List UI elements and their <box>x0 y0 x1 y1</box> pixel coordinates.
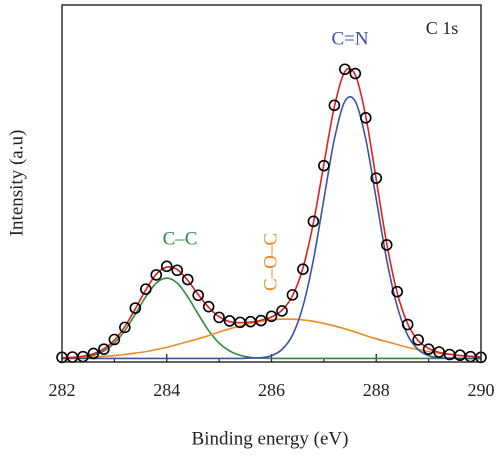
data-point <box>171 264 184 277</box>
data-point <box>433 346 445 358</box>
data-point <box>359 112 372 124</box>
data-point <box>318 159 330 172</box>
data-point <box>140 283 152 295</box>
x-tick-label: 286 <box>258 380 285 400</box>
curve <box>61 95 481 360</box>
data-point <box>391 285 404 298</box>
data-point <box>401 318 414 331</box>
peak-label: C–O–C <box>260 233 281 291</box>
data-point <box>202 300 215 313</box>
data-point <box>87 347 100 360</box>
data-point <box>160 260 173 273</box>
data-point <box>276 305 288 317</box>
data-point <box>108 333 121 346</box>
x-tick-label: 288 <box>363 380 390 400</box>
data-point <box>370 172 383 184</box>
x-tick-label: 284 <box>153 380 180 400</box>
x-tick-label: 282 <box>49 380 76 400</box>
peak-label: C=N <box>331 28 368 49</box>
y-axis-title: Intensity (a.u) <box>6 130 27 237</box>
data-point <box>181 273 194 286</box>
data-point <box>192 289 204 302</box>
x-tick-label: 290 <box>468 380 495 400</box>
data-point <box>129 302 142 314</box>
curve <box>61 318 482 359</box>
data-point <box>98 343 110 355</box>
data-point <box>328 99 341 112</box>
peak-label: C–C <box>163 228 198 249</box>
panel-label: C 1s <box>426 18 459 38</box>
data-point <box>339 63 351 76</box>
data-point <box>422 343 435 355</box>
data-point <box>349 67 362 80</box>
data-point <box>119 321 131 334</box>
x-axis-title: Binding energy (eV) <box>192 428 349 449</box>
data-point <box>265 310 278 323</box>
plot-frame <box>61 4 482 363</box>
curve <box>61 277 481 360</box>
data-point <box>307 215 320 228</box>
data-point <box>412 334 424 346</box>
data-point <box>255 314 267 327</box>
data-point <box>380 239 393 251</box>
data-point <box>150 269 163 281</box>
data-point <box>286 289 299 301</box>
data-point <box>213 311 225 324</box>
data-point <box>297 263 309 275</box>
